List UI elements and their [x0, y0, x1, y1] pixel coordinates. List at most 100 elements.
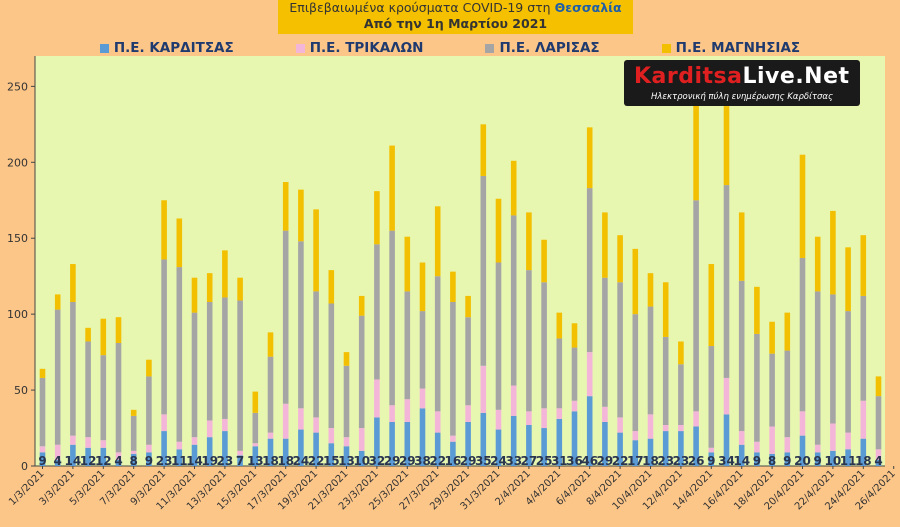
bar-segment-3: [723, 185, 730, 378]
bar-segment-3: [875, 396, 882, 450]
bar-segment-1: [723, 414, 730, 466]
bar-segment-4: [282, 182, 289, 231]
bar-data-label: 13: [338, 454, 355, 468]
bar-segment-4: [799, 154, 806, 258]
bar-segment-2: [723, 377, 730, 415]
bar-segment-1: [328, 443, 335, 466]
bar-segment-3: [282, 230, 289, 404]
bar-data-label: 23: [156, 454, 173, 468]
bar-segment-3: [845, 311, 851, 433]
bar-segment-4: [434, 206, 441, 277]
bar-segment-3: [100, 355, 107, 441]
legend-swatch: [295, 43, 305, 53]
bar-data-label: 26: [688, 454, 705, 468]
bar-data-label: 17: [627, 454, 644, 468]
bar-data-label: 20: [794, 454, 811, 468]
legend-item-larisa: Π.Ε. ΛΑΡΙΣΑΣ: [485, 38, 600, 58]
bar-segment-4: [860, 235, 867, 296]
bar-segment-4: [374, 191, 380, 245]
bar-segment-1: [754, 452, 760, 466]
logo-tagline: Ηλεκτρονική πύλη ενημέρωσης Καρδίτσας: [650, 92, 834, 102]
bar-segment-4: [70, 264, 76, 302]
bar-segment-3: [526, 270, 532, 412]
bar-segment-4: [85, 327, 91, 342]
bar-segment-3: [678, 364, 684, 425]
bar-segment-1: [602, 421, 608, 466]
bar-segment-2: [206, 420, 213, 438]
bar-segment-3: [708, 346, 715, 448]
y-tick-label: 50: [14, 384, 28, 397]
bar-segment-4: [298, 189, 304, 242]
legend-item-magnisia: Π.Ε. ΜΑΓΝΗΣΙΑΣ: [661, 38, 800, 58]
bar-segment-1: [647, 438, 654, 466]
bar-segment-4: [39, 368, 46, 378]
bar-segment-2: [480, 365, 487, 413]
bar-segment-2: [222, 418, 228, 432]
bar-segment-1: [571, 411, 578, 466]
bar-data-label: 25: [536, 454, 553, 468]
bar-segment-2: [784, 437, 791, 453]
bar-data-label: 16: [445, 454, 462, 468]
bar-segment-2: [54, 444, 61, 460]
bar-segment-1: [830, 450, 836, 466]
bar-segment-2: [799, 411, 806, 436]
bar-segment-2: [662, 425, 669, 432]
bar-data-label: 8: [768, 454, 776, 468]
bar-segment-2: [130, 450, 137, 454]
bar-segment-3: [860, 295, 867, 401]
bar-segment-3: [252, 412, 259, 444]
bar-segment-3: [510, 215, 517, 386]
bar-segment-1: [738, 444, 745, 466]
legend-label: Π.Ε. ΤΡΙΚΑΛΩΝ: [309, 40, 424, 56]
legend-label: Π.Ε. ΛΑΡΙΣΑΣ: [499, 40, 600, 56]
bar-data-label: 18: [262, 454, 279, 468]
bar-segment-1: [222, 431, 228, 466]
bar-segment-1: [374, 417, 380, 466]
bar-segment-2: [358, 428, 365, 451]
bar-segment-2: [328, 428, 335, 444]
bar-segment-3: [799, 257, 806, 412]
bar-segment-4: [541, 239, 547, 283]
legend-item-trikala: Π.Ε. ΤΡΙΚΑΛΩΝ: [295, 38, 424, 58]
bar-segment-1: [450, 441, 456, 466]
y-tick-label: 150: [7, 232, 28, 245]
bar-segment-4: [146, 359, 152, 377]
bar-segment-2: [647, 414, 654, 439]
bar-segment-3: [662, 336, 669, 425]
bar-segment-2: [282, 403, 289, 439]
logo-name-part2: Live.Net: [742, 64, 850, 89]
bar-data-label: 29: [399, 454, 416, 468]
bar-segment-2: [845, 432, 851, 450]
bar-segment-2: [541, 408, 547, 429]
bar-data-label: 19: [201, 454, 218, 468]
bar-data-label: 23: [673, 454, 690, 468]
bar-segment-1: [313, 432, 319, 466]
bar-segment-4: [419, 262, 426, 312]
bar-data-label: 12: [80, 454, 97, 468]
bar-segment-1: [237, 455, 243, 466]
bar-segment-2: [237, 450, 243, 456]
bar-data-label: 18: [855, 454, 872, 468]
bar-segment-2: [404, 399, 411, 422]
bar-segment-4: [708, 264, 715, 347]
bar-segment-1: [358, 450, 365, 466]
bar-segment-1: [510, 415, 517, 466]
bar-segment-3: [404, 291, 411, 400]
bar-segment-3: [632, 314, 639, 432]
bar-segment-1: [282, 438, 289, 466]
bar-segment-1: [70, 444, 76, 466]
bar-segment-3: [602, 277, 608, 407]
bar-segment-2: [708, 447, 715, 453]
bar-segment-3: [130, 415, 137, 451]
bar-data-label: 32: [369, 454, 386, 468]
bar-segment-1: [541, 428, 547, 466]
bar-segment-3: [313, 291, 319, 418]
bar-data-label: 22: [612, 454, 629, 468]
bar-segment-4: [358, 295, 365, 316]
bar-data-label: 9: [783, 454, 791, 468]
bar-segment-1: [769, 453, 775, 466]
bar-segment-4: [54, 294, 61, 310]
bar-segment-2: [875, 449, 882, 460]
chart-title-text: Επιβεβαιωμένα κρούσματα COVID-19 στη Θεσ…: [289, 0, 622, 15]
bar-segment-3: [571, 347, 578, 401]
